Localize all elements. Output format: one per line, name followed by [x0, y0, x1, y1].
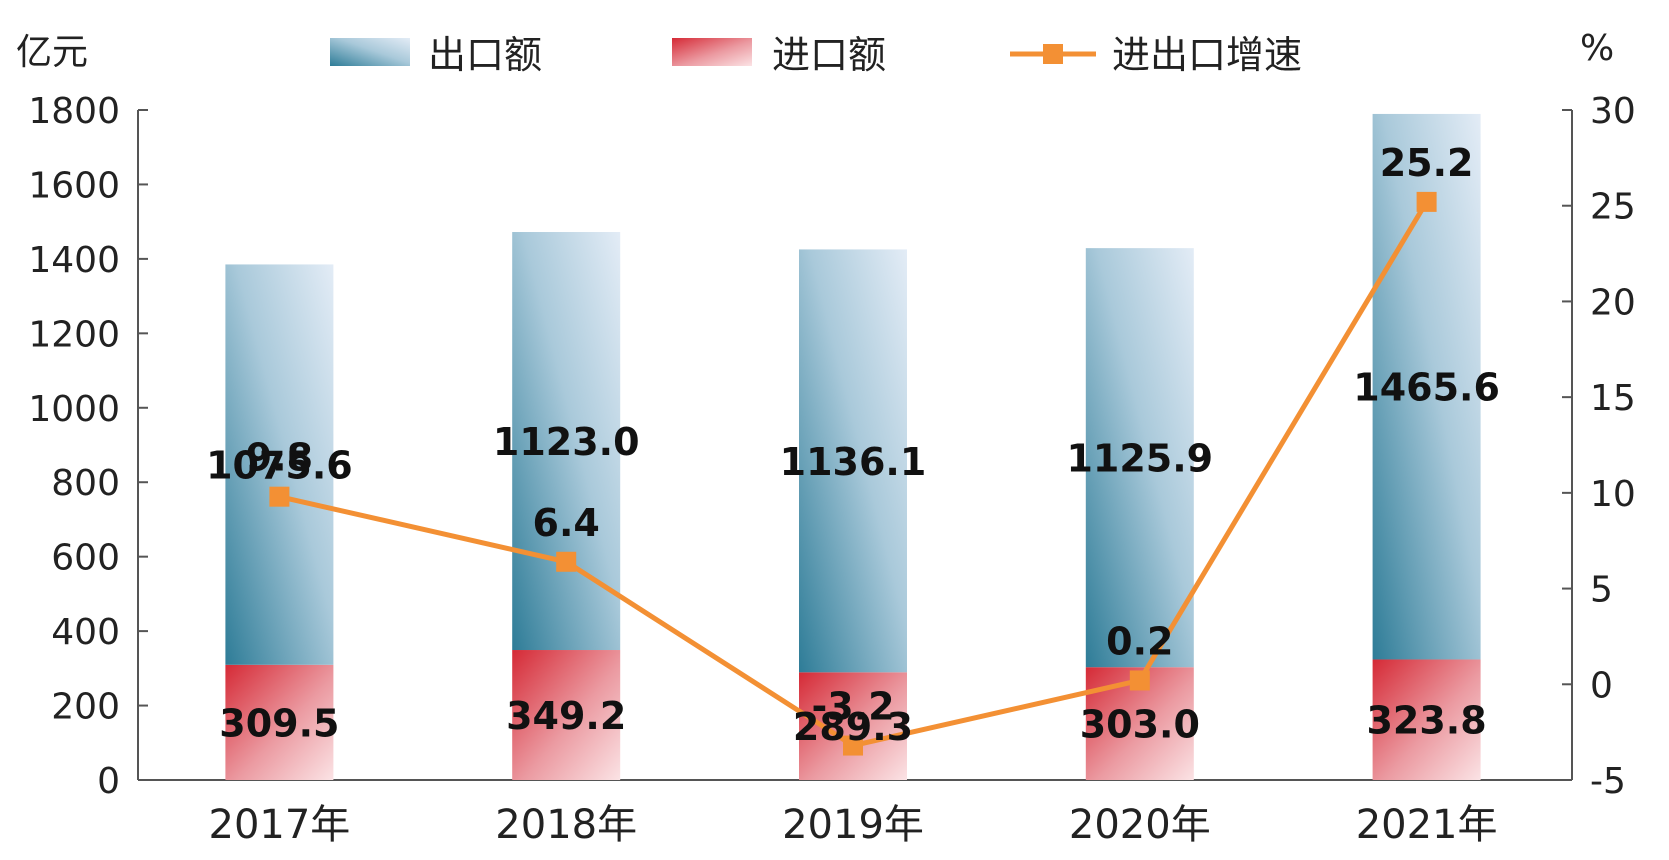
- data-label-export: 1123.0: [493, 420, 640, 464]
- data-label-growth: 0.2: [1106, 619, 1173, 663]
- y-left-tick-label: 200: [51, 687, 120, 728]
- data-label-import: 303.0: [1080, 703, 1200, 747]
- x-tick-label: 2021年: [1356, 802, 1498, 848]
- data-label-export: 1136.1: [780, 440, 927, 484]
- y-right-tick-label: 10: [1590, 474, 1636, 515]
- y-right-ticks: -5 0 5 10 15 20 25 30: [1562, 91, 1636, 802]
- y-left-tick-label: 1200: [28, 314, 120, 355]
- y-left-tick-label: 0: [97, 761, 120, 802]
- x-tick-label: 2020年: [1069, 802, 1211, 848]
- legend: 出口额 进口额 进出口增速: [330, 33, 1302, 77]
- growth-point: [1416, 191, 1437, 212]
- x-tick-label: 2019年: [782, 802, 924, 848]
- y-left-tick-label: 1000: [28, 389, 120, 430]
- data-label-export: 1125.9: [1066, 437, 1213, 481]
- x-tick-label: 2018年: [495, 802, 637, 848]
- growth-point: [843, 735, 863, 756]
- legend-marker-growth: [1043, 44, 1063, 64]
- growth-point: [556, 551, 577, 572]
- x-ticks: 2017年 2018年 2019年 2020年 2021年: [209, 802, 1498, 848]
- legend-swatch-import: [672, 38, 752, 66]
- y-left-tick-label: 1600: [28, 165, 120, 206]
- legend-swatch-export: [330, 38, 410, 66]
- y-left-tick-label: 1800: [28, 91, 120, 132]
- data-label-growth: 25.2: [1380, 141, 1474, 185]
- y-left-tick-label: 1400: [28, 240, 120, 281]
- data-label-import: 309.5: [219, 701, 339, 745]
- data-label-growth: 9.8: [246, 436, 313, 480]
- y-right-tick-label: 20: [1590, 282, 1636, 323]
- y-right-unit-label: %: [1580, 28, 1614, 69]
- bar-import: [225, 664, 334, 780]
- bar-import: [799, 672, 907, 780]
- growth-point: [269, 486, 290, 507]
- y-left-tick-label: 600: [51, 538, 120, 579]
- growth-line-layer: [269, 191, 1437, 756]
- y-right-tick-label: 0: [1590, 665, 1613, 706]
- data-label-import: 289.3: [793, 705, 913, 749]
- y-right-tick-label: 15: [1590, 378, 1636, 419]
- data-label-export: 1465.6: [1353, 366, 1500, 410]
- bar-export: [225, 264, 334, 665]
- bars: [225, 113, 1481, 780]
- growth-point: [1129, 670, 1150, 691]
- data-label-growth: -3.2: [811, 685, 894, 729]
- data-labels: 1075.6 309.5 1123.0 349.2 1136.1 289.3 1125.9 3…: [206, 141, 1500, 749]
- data-label-import: 349.2: [506, 694, 626, 738]
- y-right-tick-label: 5: [1590, 570, 1613, 611]
- data-label-export: 1075.6: [206, 444, 353, 488]
- bar-export: [512, 232, 621, 651]
- data-label-import: 323.8: [1366, 699, 1486, 743]
- bar-export: [799, 249, 907, 673]
- legend-label-growth: 进出口增速: [1112, 33, 1302, 77]
- data-label-growth: 6.4: [533, 501, 600, 545]
- y-left-tick-label: 800: [51, 463, 120, 504]
- bar-export: [1085, 248, 1194, 668]
- bar-import: [512, 650, 621, 780]
- legend-label-import: 进口额: [772, 33, 886, 77]
- y-right-tick-label: -5: [1590, 761, 1626, 802]
- y-left-ticks: 0 200 400 600 800 1000 1200 1400 1600 1800: [28, 91, 148, 802]
- y-right-tick-label: 25: [1590, 187, 1636, 228]
- bar-import: [1372, 659, 1481, 780]
- legend-label-export: 出口额: [428, 33, 542, 77]
- y-left-tick-label: 400: [51, 612, 120, 653]
- x-tick-label: 2017年: [209, 802, 351, 848]
- y-left-unit-label: 亿元: [16, 32, 88, 73]
- y-right-tick-label: 30: [1590, 91, 1636, 132]
